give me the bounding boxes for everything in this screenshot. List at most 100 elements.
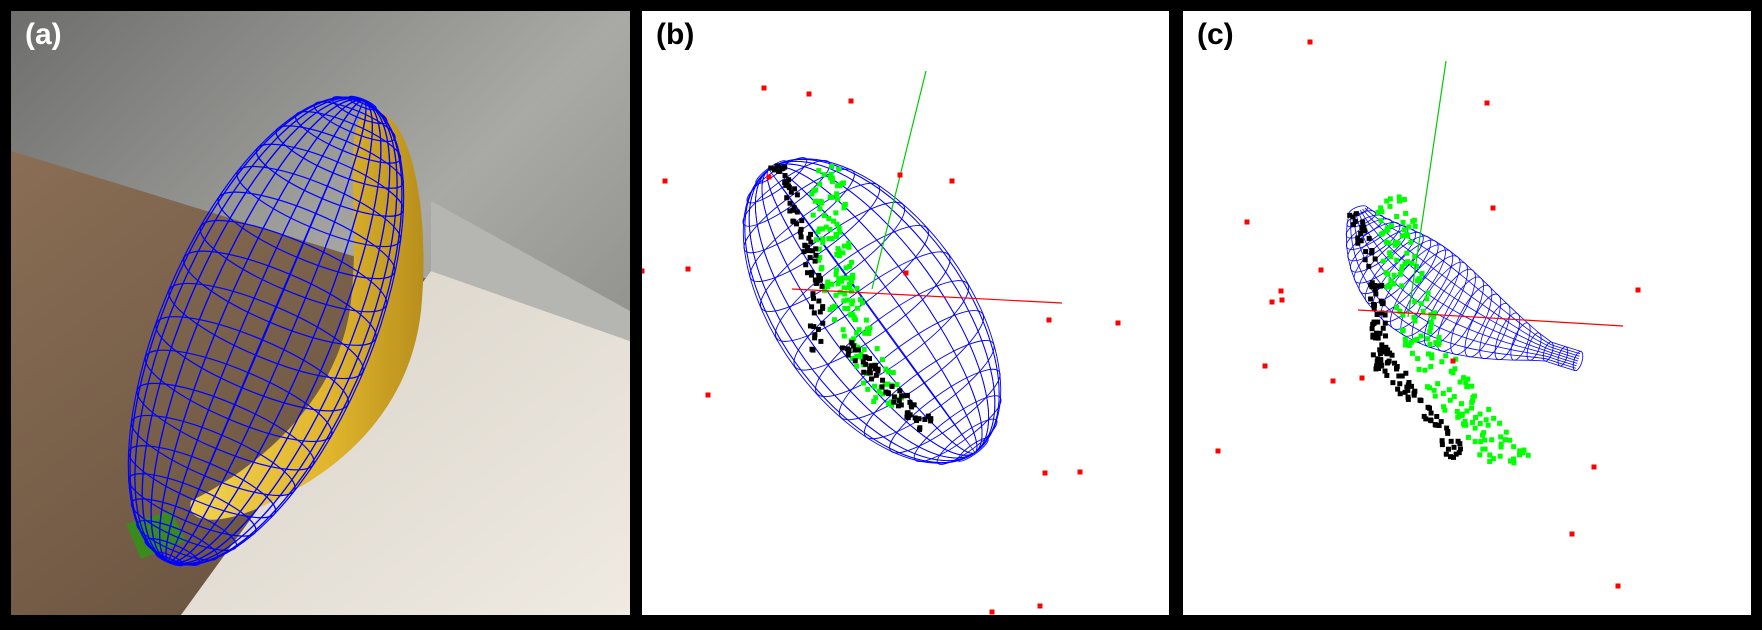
inlier-point-front	[826, 236, 832, 242]
inlier-point-front	[1454, 408, 1460, 414]
inlier-point-front	[872, 383, 878, 389]
inlier-point-front	[831, 317, 837, 323]
inlier-point-front	[1387, 250, 1393, 256]
inlier-point-front	[1383, 239, 1389, 245]
inlier-point-front	[861, 346, 867, 352]
inlier-point-front	[879, 357, 885, 363]
inlier-point-front	[1396, 194, 1402, 200]
wire-meridian	[742, 158, 1002, 464]
inlier-point-front	[834, 221, 840, 227]
inlier-point-back	[1347, 212, 1353, 218]
inlier-point-back	[1447, 454, 1453, 460]
inlier-point-back	[1396, 373, 1402, 379]
inlier-point-front	[810, 212, 816, 218]
inlier-point-front	[1426, 385, 1432, 391]
inlier-point-back	[809, 269, 815, 275]
inlier-point-back	[1379, 362, 1385, 368]
inlier-point-front	[1432, 310, 1438, 316]
inlier-point-front	[848, 312, 854, 318]
wire-ring	[144, 537, 201, 566]
wire-ring	[889, 368, 1001, 454]
inlier-point-front	[1412, 253, 1418, 259]
inlier-point-back	[1380, 325, 1386, 331]
inlier-point-back	[852, 347, 858, 353]
wire-ring	[742, 160, 831, 227]
inlier-point-back	[1385, 347, 1391, 353]
inlier-point-back	[1379, 342, 1385, 348]
inlier-point-back	[1382, 368, 1388, 374]
inlier-point-back	[867, 370, 873, 376]
wire-ring	[331, 96, 388, 125]
inlier-point-front	[1465, 376, 1471, 382]
inlier-point-back	[1383, 333, 1389, 339]
inlier-point-back	[896, 397, 902, 403]
inlier-point-back	[1402, 389, 1408, 395]
inlier-point-back	[820, 305, 826, 311]
inlier-point-back	[1355, 235, 1361, 241]
inlier-point-front	[1482, 437, 1488, 443]
inlier-point-front	[1391, 272, 1397, 278]
inlier-point-back	[807, 323, 813, 329]
inlier-point-back	[792, 186, 798, 192]
inlier-point-back	[1457, 441, 1463, 447]
inlier-point-back	[808, 272, 814, 278]
inlier-point-front	[1397, 308, 1403, 314]
outlier-point	[1615, 583, 1621, 589]
inlier-point-front	[819, 199, 825, 205]
inlier-point-back	[817, 275, 823, 281]
inlier-point-back	[1371, 301, 1377, 307]
inlier-point-front	[812, 187, 818, 193]
inlier-point-back	[1397, 391, 1403, 397]
inlier-point-back	[861, 369, 867, 375]
inlier-point-front	[1463, 379, 1469, 385]
inlier-point-back	[925, 413, 931, 419]
inlier-point-front	[854, 330, 860, 336]
inlier-point-back	[768, 165, 774, 171]
inlier-point-back	[811, 310, 817, 316]
wire-meridian	[766, 168, 978, 454]
inlier-point-front	[1491, 415, 1497, 421]
outlier-point	[662, 178, 668, 184]
inlier-point-front	[842, 291, 848, 297]
inlier-point-front	[841, 285, 847, 291]
inlier-point-front	[1471, 393, 1477, 399]
inlier-point-back	[1443, 451, 1449, 457]
inlier-point-front	[1410, 218, 1416, 224]
inlier-point-front	[1411, 314, 1417, 320]
inlier-point-back	[911, 402, 917, 408]
inlier-point-front	[1469, 405, 1475, 411]
inlier-point-back	[812, 335, 818, 341]
inlier-point-front	[1387, 203, 1393, 209]
inlier-point-front	[885, 381, 891, 387]
inlier-point-front	[1416, 366, 1422, 372]
panel-label-b: (b)	[656, 18, 695, 51]
inlier-point-front	[1398, 267, 1404, 273]
inlier-point-front	[831, 218, 837, 224]
inlier-point-back	[1403, 370, 1409, 376]
inlier-point-front	[1413, 263, 1419, 269]
ellipsoid-wireframe-b	[742, 157, 1002, 465]
inlier-point-back	[1374, 283, 1380, 289]
outlier-points-b	[642, 85, 1121, 615]
panel-label-a: (a)	[25, 18, 62, 51]
inlier-point-back	[914, 418, 920, 424]
inlier-point-front	[889, 402, 895, 408]
inlier-point-front	[816, 168, 822, 174]
inlier-point-back	[801, 249, 807, 255]
inlier-point-back	[895, 403, 901, 409]
inlier-point-back	[1423, 416, 1429, 422]
inlier-point-front	[1436, 340, 1442, 346]
inlier-point-back	[799, 218, 805, 224]
inlier-point-back	[813, 280, 819, 286]
inlier-point-front	[874, 346, 880, 352]
inlier-point-front	[1511, 444, 1517, 450]
inlier-point-front	[865, 326, 871, 332]
inlier-point-front	[820, 236, 826, 242]
inlier-point-back	[1377, 351, 1383, 357]
inlier-point-back	[1378, 298, 1384, 304]
inlier-point-back	[813, 246, 819, 252]
inlier-point-front	[1450, 370, 1456, 376]
inlier-point-front	[1428, 319, 1434, 325]
bent-wireframe-c	[1345, 205, 1584, 372]
inlier-point-front	[829, 281, 835, 287]
